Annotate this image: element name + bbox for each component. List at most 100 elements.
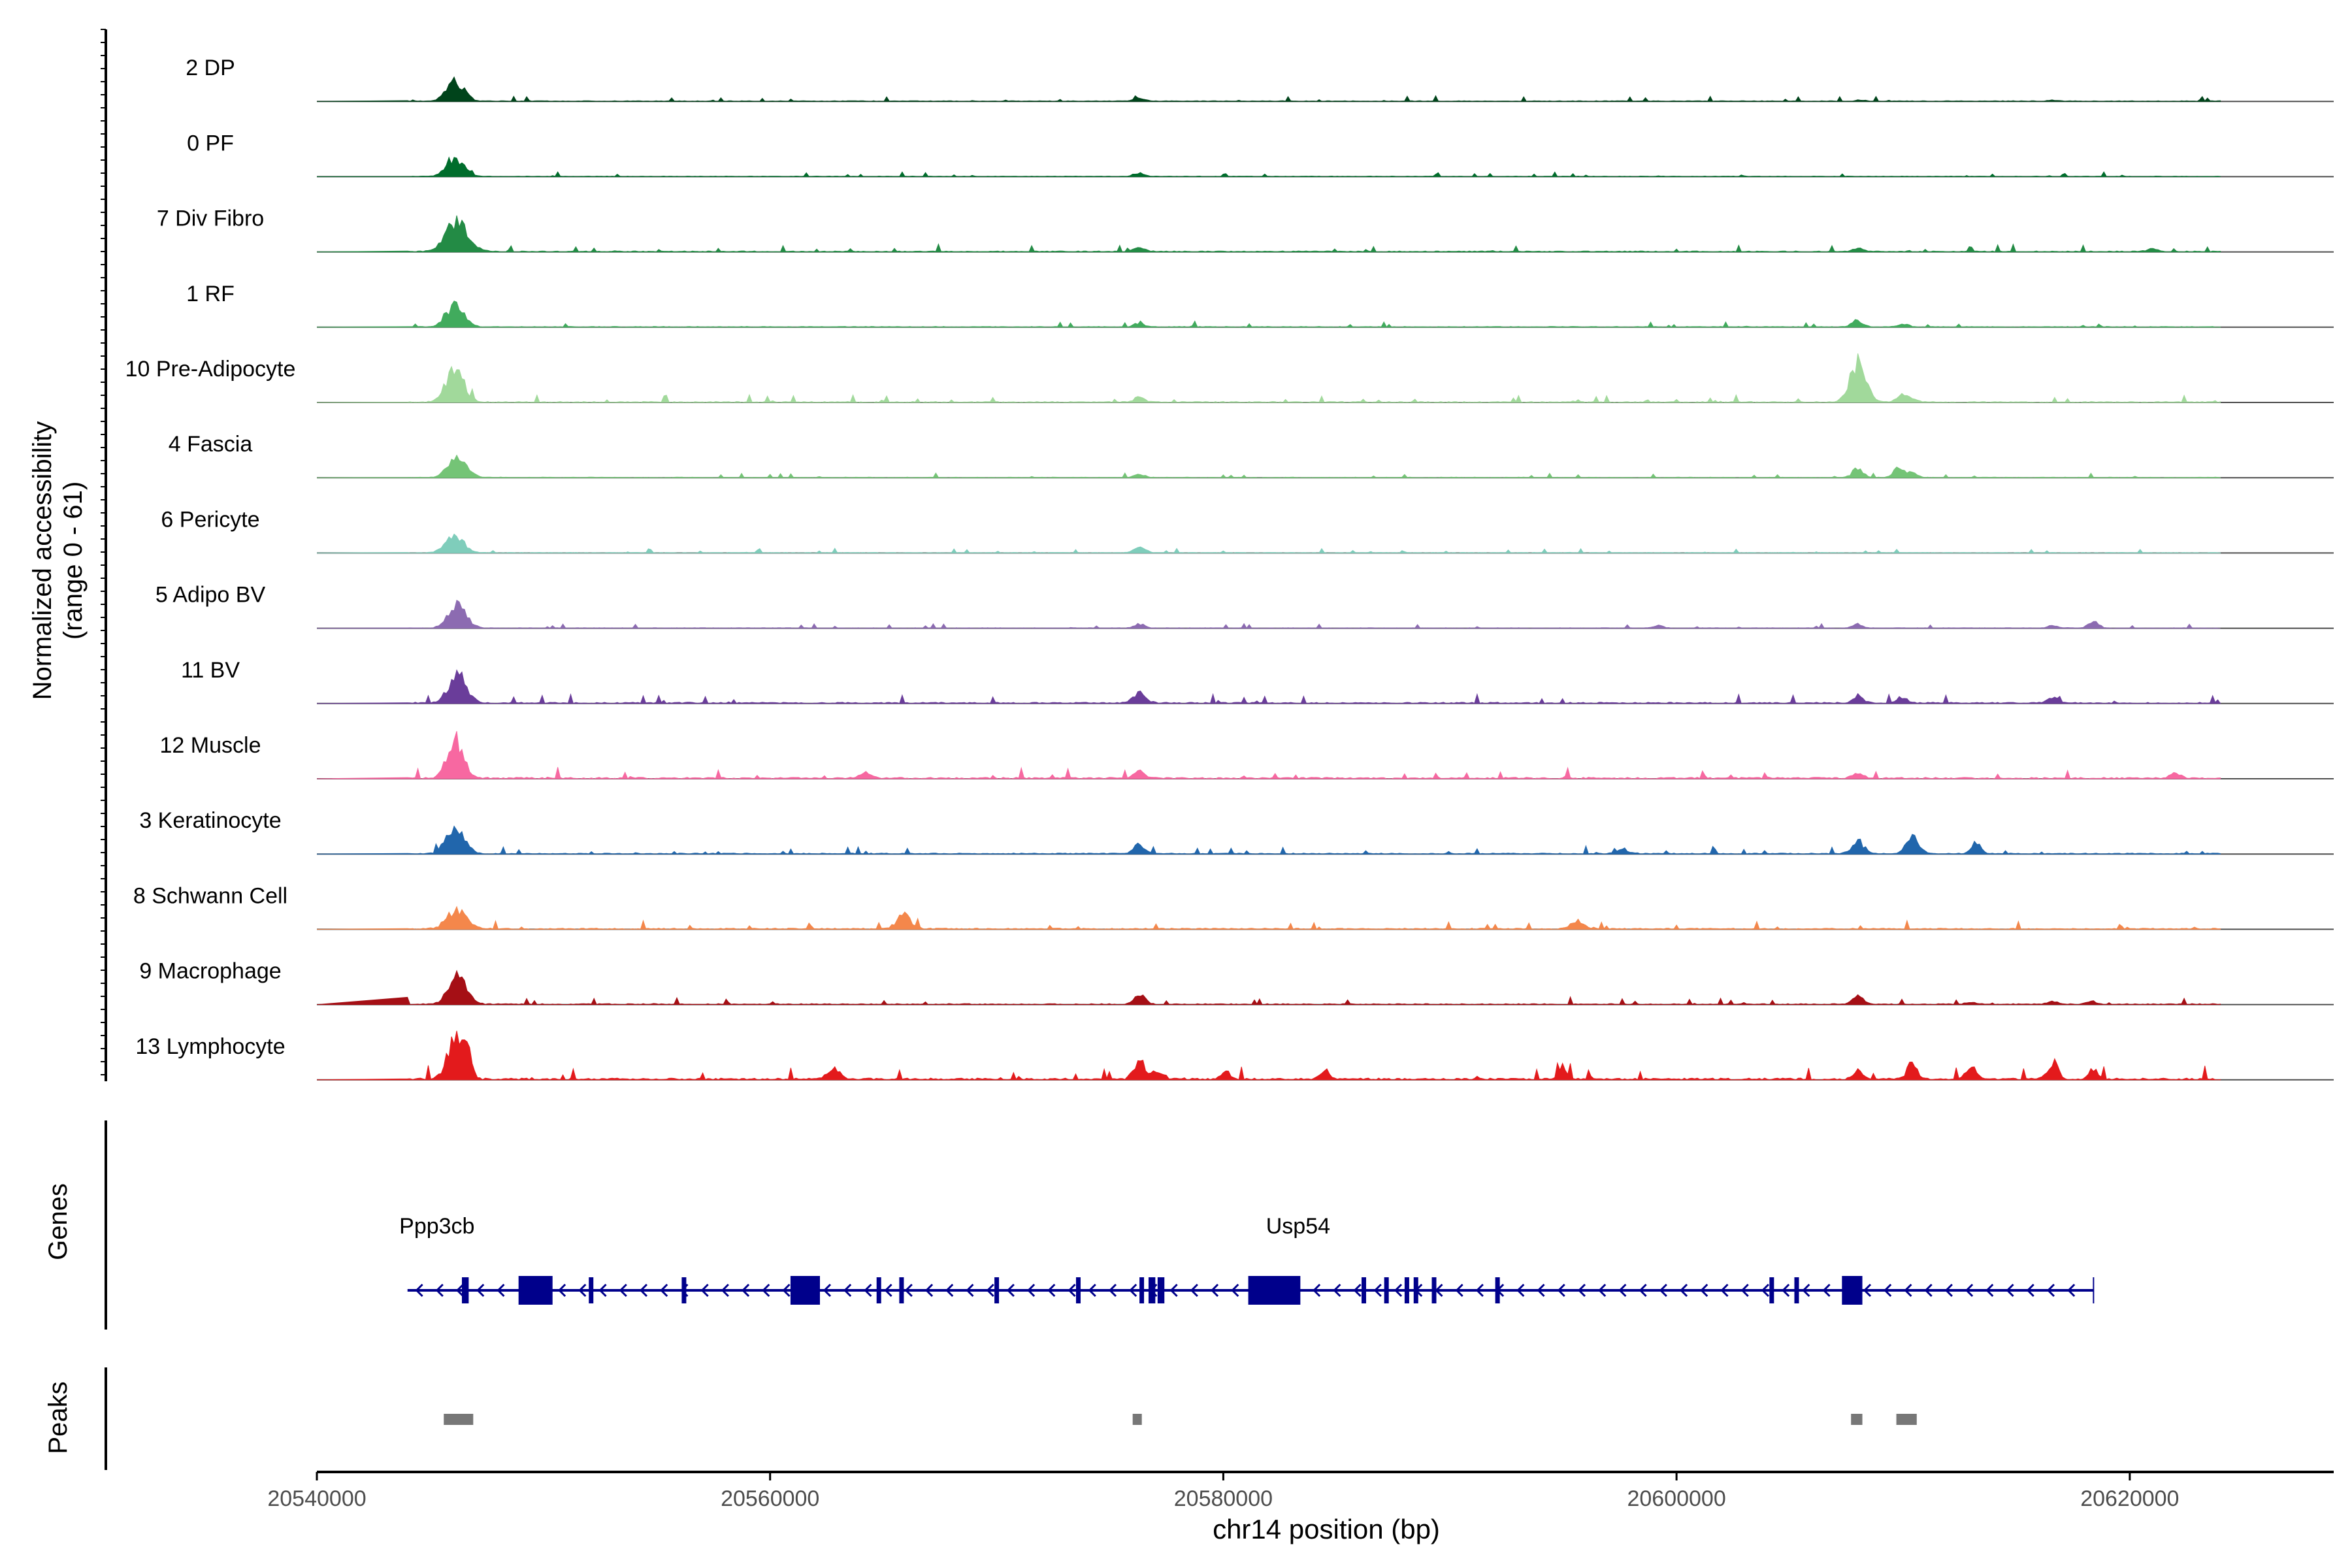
gene-exon: [1148, 1277, 1156, 1303]
strand-arrow: [1068, 1283, 1076, 1298]
gene-exon: [1157, 1277, 1165, 1303]
x-tick-label: 20560000: [721, 1486, 819, 1511]
track-label: 1 RF: [186, 282, 235, 306]
peaks-panel-label: Peaks: [44, 1381, 73, 1454]
strand-arrow: [435, 1283, 444, 1298]
strand-arrow: [1475, 1283, 1484, 1298]
strand-arrow: [1679, 1283, 1688, 1298]
strand-arrow: [741, 1283, 750, 1298]
strand-arrow: [476, 1283, 485, 1298]
x-tick-label: 20580000: [1174, 1486, 1273, 1511]
gene-exon: [1248, 1276, 1301, 1305]
strand-arrow: [1047, 1283, 1056, 1298]
strand-arrow: [1169, 1283, 1178, 1298]
track-label: 3 Keratinocyte: [139, 808, 281, 833]
strand-arrow: [639, 1283, 648, 1298]
track-label: 5 Adipo BV: [155, 583, 266, 608]
strand-arrow: [415, 1283, 423, 1298]
strand-arrow: [1455, 1283, 1463, 1298]
strand-arrow: [558, 1283, 566, 1298]
strand-arrow: [1313, 1283, 1321, 1298]
strand-arrow: [1618, 1283, 1627, 1298]
x-axis-label: chr14 position (bp): [1213, 1514, 1440, 1544]
peak-region: [1851, 1414, 1863, 1425]
gene-exon: [1384, 1277, 1389, 1303]
coverage-tracks: 2 DP 0 PF 7 Div Fibro 1 RF 10 Pre-Adipocyte 4…: [101, 29, 2334, 1081]
track-label: 10 Pre-Adipocyte: [125, 357, 296, 382]
strand-arrow: [924, 1283, 934, 1298]
strand-arrow: [1924, 1283, 1933, 1298]
strand-arrow: [660, 1283, 668, 1298]
gene-exon: [1075, 1277, 1081, 1303]
gene-exon: [899, 1277, 904, 1303]
track-label: 2 DP: [186, 56, 235, 80]
track-label: 4 Fascia: [169, 432, 253, 457]
x-tick-label: 20540000: [267, 1486, 366, 1511]
strand-arrow: [1598, 1283, 1607, 1298]
strand-arrow: [1577, 1283, 1586, 1298]
y-axis-label-line1: Normalized accessibility: [28, 421, 57, 700]
coverage-area: [316, 215, 2221, 253]
strand-arrow: [1965, 1283, 1974, 1298]
strand-arrow: [578, 1283, 587, 1298]
coverage-area: [316, 533, 2221, 553]
strand-arrow: [497, 1283, 505, 1298]
x-tick-label: 20600000: [1627, 1486, 1725, 1511]
strand-arrow: [598, 1283, 607, 1298]
strand-arrow: [762, 1283, 770, 1298]
track-label: 7 Div Fibro: [157, 206, 264, 231]
strand-arrow: [2026, 1283, 2034, 1298]
strand-arrow: [1210, 1283, 1219, 1298]
strand-arrow: [2006, 1283, 2014, 1298]
strand-arrow: [1884, 1283, 1892, 1298]
strand-arrow: [1822, 1283, 1831, 1298]
strand-arrow: [1557, 1283, 1565, 1298]
strand-arrow: [1985, 1283, 1994, 1298]
track-label: 12 Muscle: [160, 733, 261, 758]
gene-exon: [1404, 1277, 1409, 1303]
gene-exon: [1431, 1277, 1437, 1303]
coverage-area: [316, 669, 2221, 704]
track-label: 11 BV: [181, 658, 240, 683]
strand-arrow: [1720, 1283, 1729, 1298]
gene-exon: [461, 1277, 469, 1303]
gene-exon: [518, 1276, 553, 1305]
coverage-area: [316, 76, 2221, 102]
gene-exon: [1361, 1277, 1366, 1303]
peak-region: [444, 1414, 474, 1425]
gene-exon: [790, 1276, 821, 1305]
strand-arrow: [1904, 1283, 1912, 1298]
strand-arrow: [1802, 1283, 1810, 1298]
strand-arrow: [1700, 1283, 1708, 1298]
gene-exon: [589, 1277, 594, 1303]
coverage-area: [316, 353, 2221, 403]
strand-arrow: [1373, 1283, 1382, 1298]
coverage-area: [316, 454, 2221, 478]
gene-exon: [1413, 1277, 1418, 1303]
gene-exon: [1794, 1277, 1799, 1303]
strand-arrow: [1108, 1283, 1117, 1298]
coverage-area: [316, 906, 2221, 930]
strand-arrow: [2046, 1283, 2055, 1298]
strand-arrow: [1516, 1283, 1525, 1298]
coverage-area: [316, 600, 2221, 629]
strand-arrow: [1006, 1283, 1015, 1298]
strand-arrow: [700, 1283, 709, 1298]
strand-arrow: [1782, 1283, 1790, 1298]
x-axis: 20540000 20560000 20580000 20600000 20620000: [267, 1471, 2334, 1511]
gene-exon: [1139, 1277, 1145, 1303]
strand-arrow: [1190, 1283, 1198, 1298]
genes-panel-label: Genes: [44, 1183, 73, 1260]
strand-arrow: [1129, 1283, 1137, 1298]
x-tick-label: 20620000: [2080, 1486, 2179, 1511]
strand-arrow: [864, 1283, 872, 1298]
gene-exon: [681, 1277, 687, 1303]
strand-arrow: [966, 1283, 974, 1298]
gene-exon: [1842, 1276, 1863, 1305]
peak-region: [1132, 1414, 1142, 1425]
strand-arrow: [1353, 1283, 1362, 1298]
gene-exon: [994, 1277, 1000, 1303]
track-label: 9 Macrophage: [139, 959, 281, 984]
strand-arrow: [1740, 1283, 1749, 1298]
